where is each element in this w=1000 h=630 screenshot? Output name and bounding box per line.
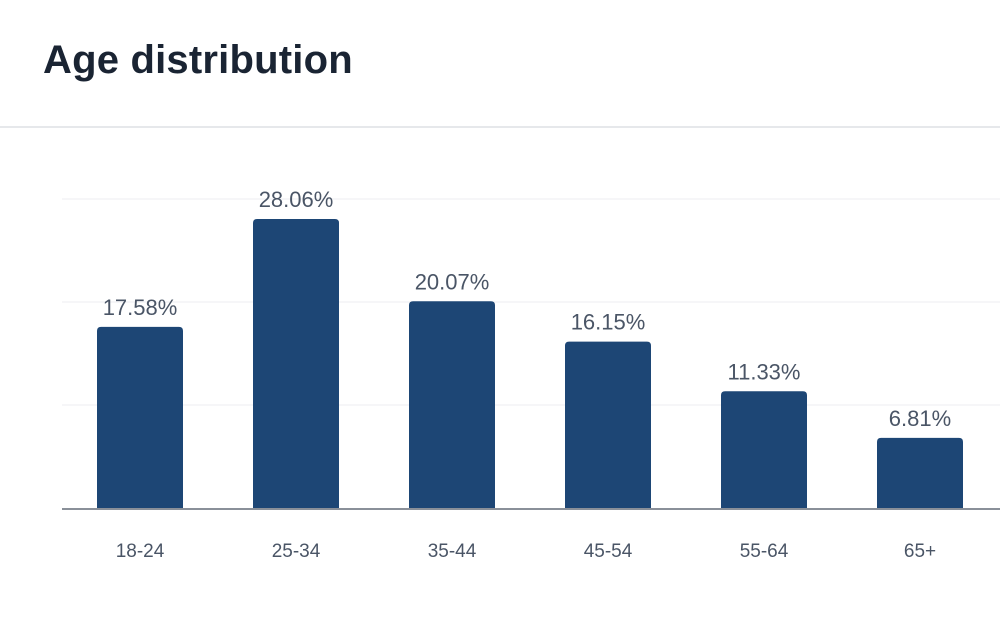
data-labels: 17.58% 28.06% 20.07% 16.15% 11.33% 6.81% xyxy=(103,187,952,431)
x-tick-label: 45-54 xyxy=(584,541,633,562)
bar-65+[interactable] xyxy=(877,437,963,508)
x-tick-label: 65+ xyxy=(904,541,936,562)
gridlines xyxy=(62,198,1000,406)
bar-35-44[interactable] xyxy=(409,301,495,508)
x-tick-label: 18-24 xyxy=(116,541,165,562)
data-label: 11.33% xyxy=(728,359,801,384)
bar-45-54[interactable] xyxy=(565,341,651,508)
x-tick-label: 35-44 xyxy=(428,541,477,562)
data-label: 28.06% xyxy=(259,187,334,212)
x-tick-label: 25-34 xyxy=(272,541,321,562)
data-label: 6.81% xyxy=(889,406,951,431)
bar-55-64[interactable] xyxy=(721,391,807,508)
x-tick-labels: 18-24 25-34 35-44 45-54 55-64 65+ xyxy=(116,541,936,562)
card-header: Age distribution xyxy=(0,0,1000,128)
bar-18-24[interactable] xyxy=(97,326,183,508)
data-label: 16.15% xyxy=(571,310,646,335)
x-tick-label: 55-64 xyxy=(740,541,789,562)
data-label: 17.58% xyxy=(103,295,178,320)
chart-title: Age distribution xyxy=(43,38,353,82)
bar-chart: 17.58% 28.06% 20.07% 16.15% 11.33% 6.81% 18-2… xyxy=(62,187,1000,562)
bar-25-34[interactable] xyxy=(253,218,339,508)
data-label: 20.07% xyxy=(415,269,490,294)
bars xyxy=(97,218,963,508)
chart-area: 17.58% 28.06% 20.07% 16.15% 11.33% 6.81% 18-2… xyxy=(0,130,1000,625)
